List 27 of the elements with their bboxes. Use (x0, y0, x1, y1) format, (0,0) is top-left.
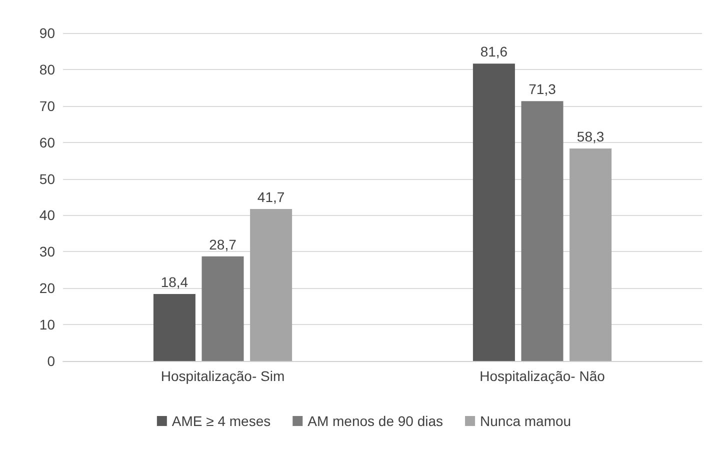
y-tick-label: 40 (39, 207, 56, 224)
legend-label: AME ≥ 4 meses (172, 413, 271, 429)
bar (202, 256, 244, 361)
y-tick-label: 30 (39, 244, 56, 260)
data-label: 41,7 (257, 189, 285, 206)
bar (250, 209, 292, 361)
data-label: 81,6 (480, 44, 508, 60)
bar (521, 101, 564, 361)
legend-label: Nunca mamou (480, 413, 572, 429)
y-tick-label: 60 (39, 134, 56, 150)
data-label: 58,3 (576, 128, 604, 145)
y-tick-label: 0 (47, 353, 56, 369)
bar (153, 294, 196, 361)
y-tick-label: 20 (39, 280, 56, 296)
bar (472, 64, 515, 361)
y-tick-label: 50 (39, 170, 56, 187)
bar (570, 148, 612, 361)
legend-label: AM menos de 90 dias (308, 413, 444, 429)
data-label: 28,7 (209, 236, 237, 252)
y-tick-label: 80 (39, 61, 56, 78)
x-tick-label: Hospitalização- Não (480, 368, 606, 384)
y-tick-label: 10 (39, 316, 56, 333)
x-tick-label: Hospitalização- Sim (160, 368, 285, 384)
data-label: 18,4 (160, 274, 188, 290)
y-tick-label: 70 (39, 98, 56, 114)
data-label: 71,3 (528, 81, 556, 98)
y-tick-label: 90 (39, 25, 56, 41)
